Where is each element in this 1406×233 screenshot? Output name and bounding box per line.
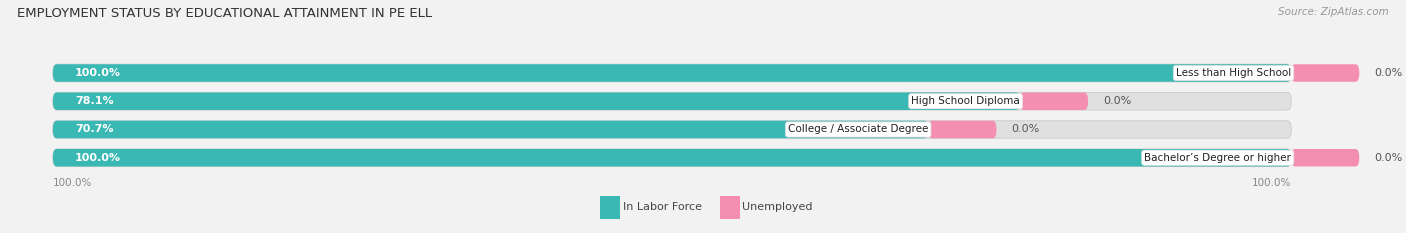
- FancyBboxPatch shape: [53, 121, 928, 138]
- Text: 70.7%: 70.7%: [75, 124, 114, 134]
- Text: High School Diploma: High School Diploma: [911, 96, 1019, 106]
- Text: 0.0%: 0.0%: [1011, 124, 1039, 134]
- Text: 100.0%: 100.0%: [75, 68, 121, 78]
- FancyBboxPatch shape: [53, 93, 1019, 110]
- FancyBboxPatch shape: [53, 149, 1291, 167]
- FancyBboxPatch shape: [53, 64, 1291, 82]
- FancyBboxPatch shape: [53, 149, 1291, 167]
- Text: 0.0%: 0.0%: [1374, 153, 1402, 163]
- Text: In Labor Force: In Labor Force: [623, 202, 702, 212]
- FancyBboxPatch shape: [1019, 93, 1088, 110]
- Text: EMPLOYMENT STATUS BY EDUCATIONAL ATTAINMENT IN PE ELL: EMPLOYMENT STATUS BY EDUCATIONAL ATTAINM…: [17, 7, 432, 20]
- Text: 100.0%: 100.0%: [1251, 178, 1291, 188]
- FancyBboxPatch shape: [53, 93, 1291, 110]
- Text: Bachelor’s Degree or higher: Bachelor’s Degree or higher: [1144, 153, 1291, 163]
- Text: Less than High School: Less than High School: [1175, 68, 1291, 78]
- FancyBboxPatch shape: [1291, 149, 1360, 167]
- Text: College / Associate Degree: College / Associate Degree: [787, 124, 928, 134]
- Text: 100.0%: 100.0%: [75, 153, 121, 163]
- Text: 100.0%: 100.0%: [53, 178, 93, 188]
- Text: Unemployed: Unemployed: [742, 202, 813, 212]
- Text: 0.0%: 0.0%: [1102, 96, 1132, 106]
- Text: 78.1%: 78.1%: [75, 96, 114, 106]
- Text: 0.0%: 0.0%: [1374, 68, 1402, 78]
- FancyBboxPatch shape: [53, 64, 1291, 82]
- FancyBboxPatch shape: [928, 121, 997, 138]
- Text: Source: ZipAtlas.com: Source: ZipAtlas.com: [1278, 7, 1389, 17]
- FancyBboxPatch shape: [1291, 64, 1360, 82]
- FancyBboxPatch shape: [53, 121, 1291, 138]
